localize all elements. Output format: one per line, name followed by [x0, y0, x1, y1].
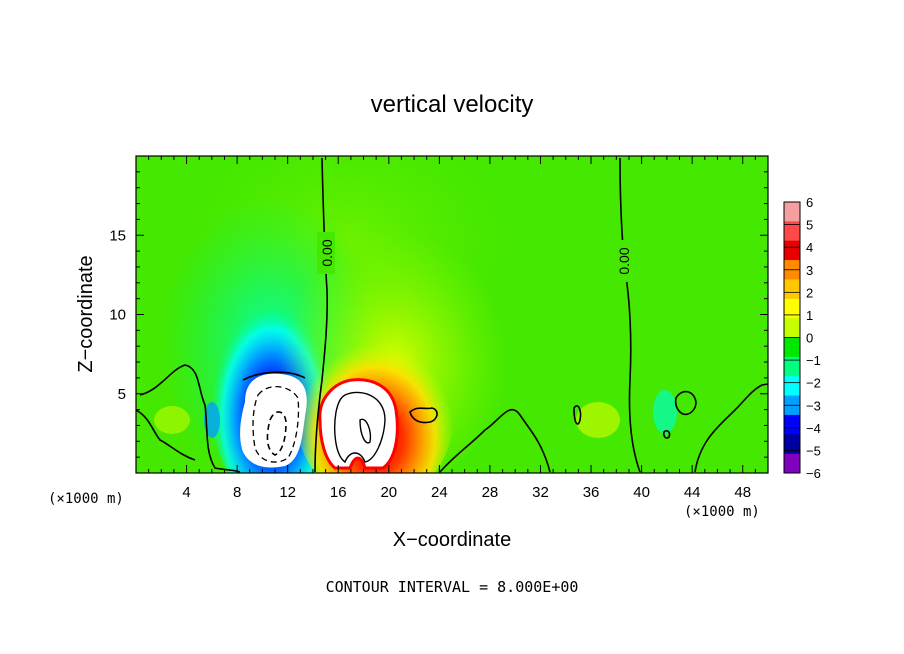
- colorbar-label: −6: [806, 466, 821, 481]
- x-tick-label: 36: [583, 484, 600, 501]
- zero-contour-bottom-left: [139, 364, 241, 473]
- colorbar-swatch: [784, 279, 800, 300]
- downdraft-dashed-outer: [252, 386, 300, 463]
- x-tick-label: 4: [182, 484, 190, 501]
- colorbar-swatch: [784, 298, 800, 319]
- zero-contour-dot-43: [663, 430, 671, 439]
- x-tick-label: 24: [431, 484, 448, 501]
- colorbar-label: 1: [806, 308, 813, 323]
- colorbar: 6 5 4 3 2 1 0 −1 −2 −3 −4 −5 −6: [783, 195, 821, 481]
- x-tick-label: 44: [684, 484, 701, 501]
- x-unit-right: (×1000 m): [684, 504, 760, 520]
- colorbar-label: 5: [806, 218, 813, 233]
- colorbar-swatch: [784, 356, 800, 377]
- colorbar-swatch: [784, 240, 800, 261]
- contour-lines: [136, 157, 768, 473]
- x-tick-label: 12: [279, 484, 296, 501]
- zero-contour-small-island: [409, 407, 438, 424]
- zero-contour-right: [619, 157, 641, 473]
- zero-contour-middle: [439, 408, 551, 473]
- y-axis: 5 10 15: [109, 171, 768, 458]
- colorbar-label: 3: [806, 263, 813, 278]
- colorbar-label: 2: [806, 285, 813, 300]
- x-axis: 4 8 12 16 20 24 28 32 36 40 44 48: [148, 156, 756, 501]
- plot-area: [136, 156, 768, 473]
- updraft-inner-core: [359, 418, 372, 444]
- zero-contour-downdraft-edge: [242, 371, 306, 381]
- contour-label: 0.00: [616, 247, 632, 274]
- x-tick-label: 40: [633, 484, 650, 501]
- colorbar-swatch: [784, 376, 800, 397]
- zero-contour-blob-44: [674, 390, 697, 416]
- colorbar-swatch: [784, 318, 800, 338]
- chart-title: vertical velocity: [371, 91, 534, 118]
- yellow-patch-left: [154, 406, 190, 434]
- zero-contour-blob-36: [573, 405, 582, 425]
- small-blue-patch: [204, 402, 220, 438]
- small-cyan-patch: [653, 390, 677, 434]
- colorbar-swatch: [784, 221, 800, 242]
- x-unit-left: (×1000 m): [48, 491, 124, 507]
- updraft-inner-contour: [334, 391, 386, 464]
- colorbar-label: −5: [806, 443, 821, 458]
- x-tick-label: 32: [532, 484, 549, 501]
- y-tick-label: 5: [118, 386, 126, 403]
- x-tick-label: 48: [734, 484, 751, 501]
- colorbar-label: 4: [806, 240, 813, 255]
- contour-label-mask-2: [614, 240, 632, 282]
- colorbar-label: −3: [806, 398, 821, 413]
- colorbar-swatch: [784, 202, 800, 222]
- colorbar-swatch: [784, 414, 800, 435]
- contour-label: 0.00: [319, 239, 335, 266]
- x-tick-label: 20: [380, 484, 397, 501]
- x-tick-label: 8: [233, 484, 241, 501]
- y-axis-label: Z−coordinate: [75, 255, 97, 372]
- colorbar-label: 6: [806, 195, 813, 210]
- colorbar-label: −4: [806, 421, 821, 436]
- colorbar-label: 0: [806, 331, 813, 346]
- downdraft-white-region: [240, 373, 307, 468]
- colorbar-label: −2: [806, 376, 821, 391]
- downdraft-dashed-inner: [266, 411, 287, 456]
- contour-interval-note: CONTOUR INTERVAL = 8.000E+00: [326, 578, 579, 596]
- colorbar-swatch: [784, 434, 800, 455]
- y-tick-label: 15: [109, 227, 126, 244]
- x-tick-label: 16: [330, 484, 347, 501]
- zero-contour-right-lower: [694, 383, 768, 473]
- x-axis-label: X−coordinate: [393, 529, 511, 551]
- colorbar-swatch: [784, 337, 800, 358]
- contour-label-mask-1: [317, 232, 335, 274]
- colorbar-swatch: [784, 453, 800, 474]
- colorbar-label: −1: [806, 353, 821, 368]
- yellow-patch-36: [576, 402, 620, 438]
- zero-contour-center: [314, 157, 328, 473]
- y-tick-label: 10: [109, 307, 126, 324]
- zero-contour-left-edge: [136, 409, 196, 461]
- x-tick-label: 28: [482, 484, 499, 501]
